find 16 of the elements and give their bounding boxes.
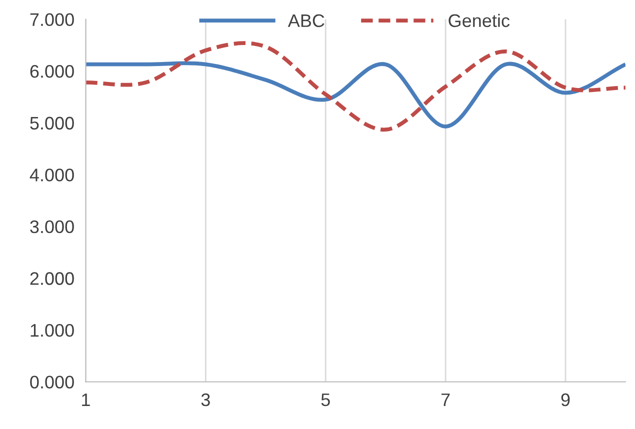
x-tick-label: 3	[201, 393, 210, 406]
y-tick-label: 1.000	[30, 324, 74, 337]
y-tick-label: 2.000	[30, 272, 74, 285]
y-tick-label: 6.000	[30, 65, 74, 78]
x-tick-label: 1	[82, 394, 90, 406]
x-tick-label: 7	[441, 394, 450, 406]
legend-label: Genetic	[448, 14, 510, 28]
x-tick-label: 5	[321, 394, 330, 406]
y-tick-label: 4.000	[30, 168, 74, 182]
line-series	[86, 61, 626, 128]
y-tick-label: 3.000	[30, 220, 74, 234]
y-tick-label: 7.000	[30, 13, 74, 26]
y-tick-label: 5.000	[30, 116, 74, 130]
x-tick-label: 9	[561, 393, 570, 406]
y-tick-label: 0.000	[30, 376, 74, 389]
legend-label: ABC	[288, 14, 324, 28]
